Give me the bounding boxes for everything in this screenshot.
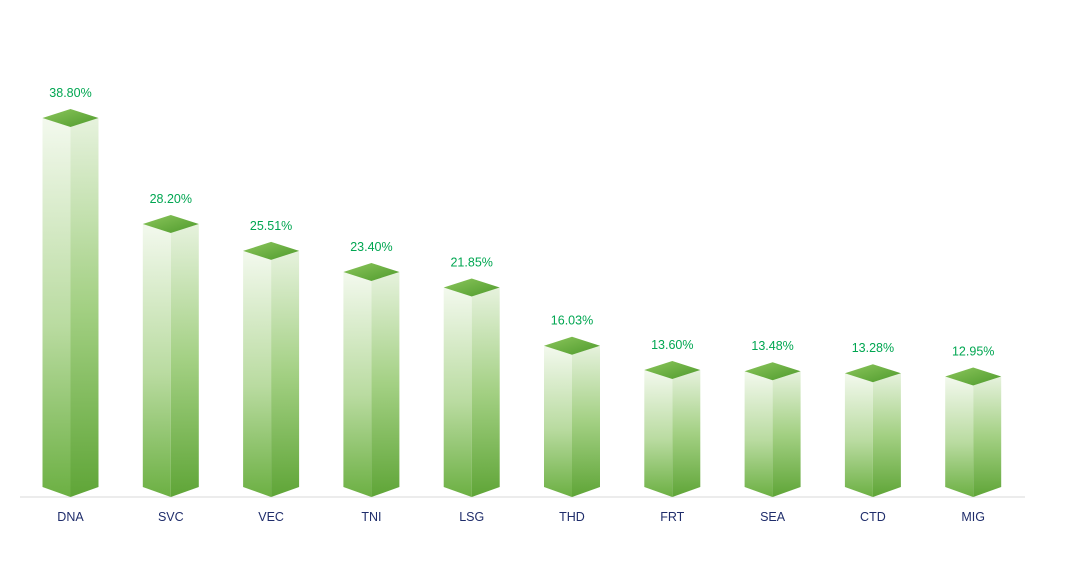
bar-top-face	[644, 361, 701, 379]
data-label-dna: 38.80%	[49, 86, 91, 100]
bar-mig	[945, 367, 1002, 497]
data-label-vec: 25.51%	[250, 219, 292, 233]
bar-right-face	[572, 345, 600, 497]
bar-left-face	[42, 118, 71, 497]
bar-left-face	[443, 287, 472, 497]
bar-right-face	[973, 376, 1002, 497]
bar-sea	[744, 362, 801, 497]
data-label-frt: 13.60%	[651, 338, 693, 352]
bar-left-face	[243, 250, 272, 497]
bar-left-face	[644, 370, 673, 497]
bar-left-face	[343, 272, 372, 497]
bar-top-face	[544, 336, 600, 355]
bar-svc	[142, 215, 199, 497]
bar-tni	[343, 263, 400, 497]
bar-right-face	[271, 250, 300, 497]
x-tick-label-frt: FRT	[660, 510, 684, 524]
x-tick-label-sea: SEA	[760, 510, 786, 524]
data-label-ctd: 13.28%	[852, 341, 894, 355]
bar-right-face	[170, 224, 199, 497]
bar-thd	[544, 336, 600, 497]
x-tick-labels-group: DNA SVC VEC TNI LSG THD FRT SEA CTD MIG	[57, 510, 985, 524]
bar-top-face	[243, 241, 300, 260]
x-tick-label-vec: VEC	[258, 510, 284, 524]
bar-top-face	[844, 364, 901, 383]
bar-top-face	[42, 109, 99, 127]
data-label-svc: 28.20%	[150, 192, 192, 206]
x-tick-label-svc: SVC	[158, 510, 184, 524]
bar-frt	[644, 361, 701, 497]
bar-right-face	[772, 371, 801, 497]
x-tick-label-ctd: CTD	[860, 510, 886, 524]
bar-top-face	[343, 263, 400, 281]
data-label-tni: 23.40%	[350, 240, 392, 254]
bar-dna	[42, 109, 99, 497]
bar-left-face	[945, 376, 974, 497]
bar-right-face	[672, 370, 701, 497]
bar-vec	[243, 241, 300, 497]
bar-ctd	[844, 364, 901, 497]
bar-left-face	[844, 373, 873, 497]
bar-right-face	[70, 118, 99, 497]
x-tick-label-dna: DNA	[57, 510, 84, 524]
bar-top-face	[744, 362, 801, 381]
x-tick-label-tni: TNI	[361, 510, 381, 524]
x-tick-label-lsg: LSG	[459, 510, 484, 524]
bar-right-face	[371, 272, 400, 497]
x-tick-label-mig: MIG	[961, 510, 985, 524]
bar-left-face	[142, 224, 171, 497]
data-label-sea: 13.48%	[751, 339, 793, 353]
bar-right-face	[872, 373, 901, 497]
data-label-mig: 12.95%	[952, 345, 994, 359]
bar-top-face	[142, 215, 199, 233]
bar-top-face	[443, 278, 500, 297]
data-label-lsg: 21.85%	[450, 256, 492, 270]
value-labels-group: 38.80% 28.20% 25.51% 23.40% 21.85% 16.03% 13.6…	[49, 86, 994, 359]
bar-left-face	[544, 345, 572, 497]
bars-group	[42, 109, 1002, 497]
x-tick-label-thd: THD	[559, 510, 585, 524]
bar-lsg	[443, 278, 500, 497]
bar-left-face	[744, 371, 773, 497]
bar-right-face	[471, 287, 500, 497]
data-label-thd: 16.03%	[551, 314, 593, 328]
bar-top-face	[945, 367, 1002, 386]
